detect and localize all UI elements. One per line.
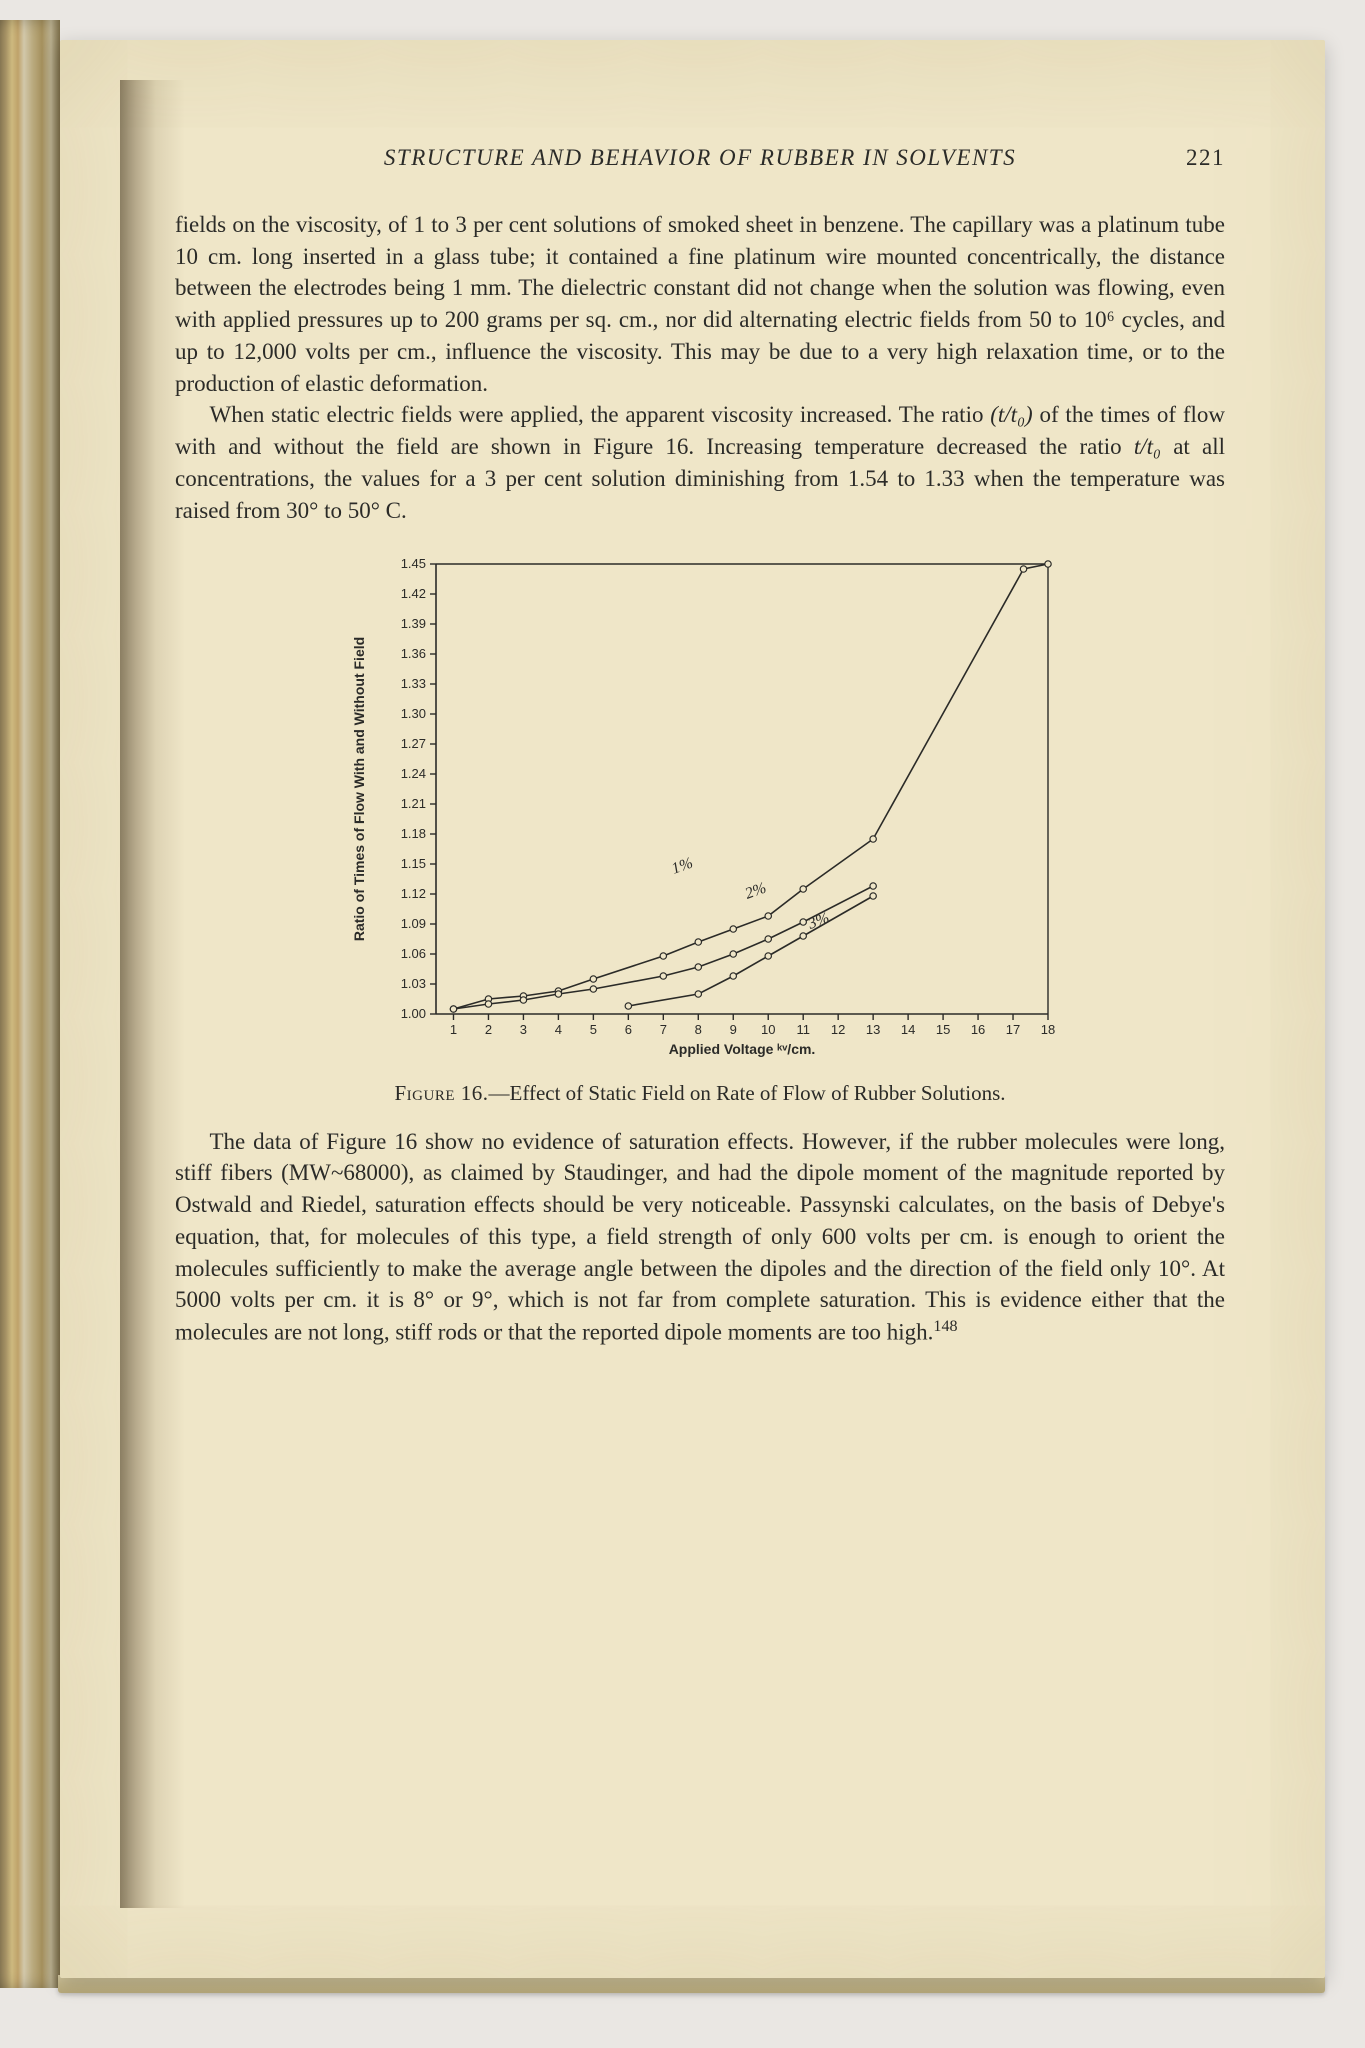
svg-text:12: 12 bbox=[831, 1022, 845, 1037]
svg-text:6: 6 bbox=[625, 1022, 632, 1037]
svg-text:2: 2 bbox=[485, 1022, 492, 1037]
svg-text:Ratio of Times of Flow With an: Ratio of Times of Flow With and Without … bbox=[351, 637, 367, 941]
book-spine bbox=[0, 20, 60, 1988]
svg-text:1.06: 1.06 bbox=[401, 946, 426, 961]
svg-text:1.33: 1.33 bbox=[401, 676, 426, 691]
photo-frame: STRUCTURE AND BEHAVIOR OF RUBBER IN SOLV… bbox=[0, 0, 1365, 2048]
svg-text:Applied Voltage ᵏᵛ/cm.: Applied Voltage ᵏᵛ/cm. bbox=[669, 1041, 816, 1057]
svg-text:1.39: 1.39 bbox=[401, 616, 426, 631]
footnote-148: 148 bbox=[933, 1318, 957, 1335]
svg-text:1.27: 1.27 bbox=[401, 736, 426, 751]
p3-a: The data of Figure 16 show no evidence o… bbox=[175, 1129, 1225, 1345]
svg-text:7: 7 bbox=[660, 1022, 667, 1037]
svg-text:2%: 2% bbox=[743, 880, 769, 903]
svg-text:1.21: 1.21 bbox=[401, 796, 426, 811]
svg-text:8: 8 bbox=[695, 1022, 702, 1037]
svg-text:1.00: 1.00 bbox=[401, 1006, 426, 1021]
page-number: 221 bbox=[1186, 145, 1225, 171]
figure-caption-text: —Effect of Static Field on Rate of Flow … bbox=[489, 1081, 1006, 1105]
svg-text:1.30: 1.30 bbox=[401, 706, 426, 721]
svg-text:1.15: 1.15 bbox=[401, 856, 426, 871]
svg-text:5: 5 bbox=[590, 1022, 597, 1037]
svg-text:1.36: 1.36 bbox=[401, 646, 426, 661]
svg-text:10: 10 bbox=[761, 1022, 775, 1037]
svg-text:1.42: 1.42 bbox=[401, 586, 426, 601]
paragraph-2: When static electric fields were applied… bbox=[175, 399, 1225, 526]
page: STRUCTURE AND BEHAVIOR OF RUBBER IN SOLV… bbox=[60, 40, 1325, 1978]
svg-text:11: 11 bbox=[796, 1022, 810, 1037]
svg-text:18: 18 bbox=[1041, 1022, 1055, 1037]
p2-ratio2: t/t₀ bbox=[1134, 434, 1161, 459]
p2-ratio: (t/t₀) bbox=[990, 402, 1033, 427]
svg-text:14: 14 bbox=[901, 1022, 915, 1037]
svg-text:1.03: 1.03 bbox=[401, 976, 426, 991]
svg-text:15: 15 bbox=[936, 1022, 950, 1037]
body-text-2: The data of Figure 16 show no evidence o… bbox=[175, 1126, 1225, 1349]
svg-text:3%: 3% bbox=[805, 910, 832, 934]
running-head: STRUCTURE AND BEHAVIOR OF RUBBER IN SOLV… bbox=[175, 145, 1225, 171]
svg-text:3: 3 bbox=[520, 1022, 527, 1037]
svg-text:1.18: 1.18 bbox=[401, 826, 426, 841]
figure-caption: Figure 16.—Effect of Static Field on Rat… bbox=[340, 1080, 1060, 1107]
figure-label: Figure 16. bbox=[395, 1081, 489, 1105]
svg-text:1%: 1% bbox=[669, 855, 695, 878]
paragraph-3: The data of Figure 16 show no evidence o… bbox=[175, 1126, 1225, 1349]
svg-text:1: 1 bbox=[450, 1022, 457, 1037]
body-text: fields on the viscosity, of 1 to 3 per c… bbox=[175, 209, 1225, 526]
figure-16-chart: 1.00 1.03 1.06 1.09 1.12 1.15 1.18 1.21 1.24 1.27… bbox=[340, 554, 1060, 1074]
svg-text:16: 16 bbox=[971, 1022, 985, 1037]
svg-text:13: 13 bbox=[866, 1022, 880, 1037]
p2-a: When static electric fields were applied… bbox=[210, 402, 991, 427]
svg-text:1.24: 1.24 bbox=[401, 766, 426, 781]
svg-text:1.45: 1.45 bbox=[401, 556, 426, 571]
running-title: STRUCTURE AND BEHAVIOR OF RUBBER IN SOLV… bbox=[384, 145, 1016, 170]
figure-16: 1.00 1.03 1.06 1.09 1.12 1.15 1.18 1.21 1.24 1.27… bbox=[340, 554, 1060, 1107]
svg-text:1.09: 1.09 bbox=[401, 916, 426, 931]
paragraph-1: fields on the viscosity, of 1 to 3 per c… bbox=[175, 209, 1225, 399]
svg-text:9: 9 bbox=[730, 1022, 737, 1037]
svg-text:1.12: 1.12 bbox=[401, 886, 426, 901]
page-content: STRUCTURE AND BEHAVIOR OF RUBBER IN SOLV… bbox=[175, 145, 1225, 1898]
svg-text:17: 17 bbox=[1006, 1022, 1020, 1037]
svg-text:4: 4 bbox=[555, 1022, 562, 1037]
